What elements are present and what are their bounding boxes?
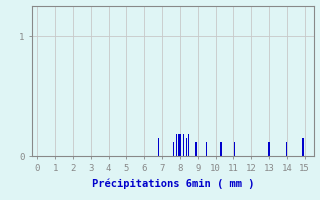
Bar (179, 134, 180, 156)
Bar (234, 142, 235, 156)
Bar (302, 138, 304, 156)
Bar (268, 142, 270, 156)
X-axis label: Précipitations 6min ( mm ): Précipitations 6min ( mm ) (92, 178, 254, 189)
Bar (180, 134, 181, 156)
Bar (158, 138, 159, 156)
Bar (206, 142, 207, 156)
Bar (195, 142, 196, 156)
Bar (286, 142, 287, 156)
Bar (186, 138, 187, 156)
Bar (176, 134, 177, 156)
Bar (188, 134, 189, 156)
Bar (183, 134, 184, 156)
Bar (220, 142, 221, 156)
Bar (173, 142, 174, 156)
